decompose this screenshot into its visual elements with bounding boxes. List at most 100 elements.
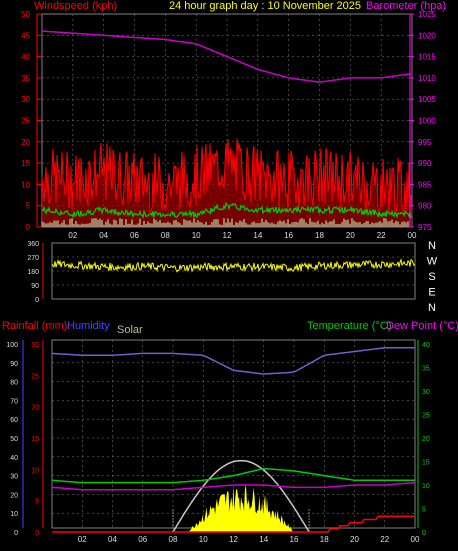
humidity-tick-label: 40 bbox=[10, 455, 18, 462]
baro-tick-label: 995 bbox=[418, 138, 432, 147]
baro-tick-label: 1025 bbox=[418, 10, 436, 19]
wind-x-tick-label: 12 bbox=[223, 231, 232, 240]
wind-gust-line bbox=[41, 138, 413, 215]
dewpoint-axis-title: Dew Point (°C) bbox=[386, 320, 458, 332]
rain-tick-label: 10 bbox=[31, 467, 39, 474]
direction-series bbox=[51, 242, 416, 300]
lower-x-tick-label: 16 bbox=[290, 535, 299, 544]
temp-tick-label: 10 bbox=[422, 483, 430, 490]
wind-x-tick-label: 02 bbox=[68, 231, 77, 240]
lower-x-tick-label: 20 bbox=[350, 535, 359, 544]
wind-tick-label: 5 bbox=[26, 202, 31, 211]
wind-average-line bbox=[41, 201, 413, 219]
baro-tick-label: 1000 bbox=[418, 117, 436, 126]
lower-series bbox=[51, 340, 416, 533]
wind-x-tick-label: 22 bbox=[377, 231, 386, 240]
humidity-tick-label: 30 bbox=[10, 474, 18, 481]
wind-x-tick-label: 06 bbox=[130, 231, 139, 240]
compass-label: W bbox=[427, 256, 438, 268]
wind-tick-label: 0 bbox=[26, 223, 31, 232]
baro-tick-label: 990 bbox=[418, 159, 432, 168]
lower-x-tick-label: 08 bbox=[169, 535, 178, 544]
direction-tick-label: 0 bbox=[35, 297, 39, 304]
direction-tick-label: 180 bbox=[27, 269, 39, 276]
compass-label: N bbox=[428, 240, 436, 252]
humidity-tick-label: 0 bbox=[14, 530, 18, 537]
humidity-tick-label: 90 bbox=[10, 361, 18, 368]
wind-x-tick-label: 08 bbox=[161, 231, 170, 240]
wind-x-tick-label: 14 bbox=[253, 231, 262, 240]
solar-max-curve bbox=[172, 459, 310, 533]
baro-tick-label: 975 bbox=[418, 223, 432, 232]
lower-x-tick-label: 18 bbox=[320, 535, 329, 544]
rain-tick-label: 25 bbox=[31, 373, 39, 380]
temp-tick-label: 5 bbox=[422, 507, 426, 514]
lower-x-tick-label: 14 bbox=[259, 535, 268, 544]
wind-x-tick-label: 18 bbox=[315, 231, 324, 240]
rain-tick-label: 5 bbox=[35, 499, 39, 506]
baro-tick-label: 985 bbox=[418, 180, 432, 189]
wind-x-tick-label: 04 bbox=[99, 231, 108, 240]
lower-x-tick-label: 06 bbox=[138, 535, 147, 544]
lower-x-tick-label: 00 bbox=[411, 535, 420, 544]
rain-tick-label: 20 bbox=[31, 405, 39, 412]
humidity-tick-label: 50 bbox=[10, 436, 18, 443]
humidity-line bbox=[51, 347, 415, 375]
barometer-line bbox=[41, 30, 412, 83]
rain-tick-label: 30 bbox=[31, 342, 39, 349]
humidity-tick-label: 20 bbox=[10, 492, 18, 499]
temp-tick-label: 35 bbox=[422, 366, 430, 373]
rain-tick-label: 15 bbox=[31, 436, 39, 443]
humidity-tick-label: 80 bbox=[10, 380, 18, 387]
wind-x-tick-label: 16 bbox=[284, 231, 293, 240]
lower-axes: 0 10 20 30 40 50 60 70 80 90 10 00 5 10 15 20 25 30 0 5 10 15… bbox=[6, 340, 430, 544]
temp-tick-label: 30 bbox=[422, 389, 430, 396]
direction-tick-label: 360 bbox=[27, 241, 39, 248]
lower-x-tick-label: 04 bbox=[108, 535, 117, 544]
compass-label: S bbox=[428, 271, 435, 283]
humidity-tick-label: 70 bbox=[10, 398, 18, 405]
wind-tick-label: 10 bbox=[21, 180, 30, 189]
direction-tick-label: 90 bbox=[31, 283, 39, 290]
humidity-tick-label: 10 bbox=[10, 511, 18, 518]
graph-title: 24 hour graph day : 10 November 2025 bbox=[169, 0, 361, 12]
rainfall-line bbox=[52, 515, 414, 533]
humidity-tick-label: 100 bbox=[6, 342, 18, 349]
temperature-axis-title: Temperature (°C) bbox=[307, 320, 391, 332]
windspeed-axis-title: Windspeed (kph) bbox=[34, 0, 117, 12]
direction-tick-label: 270 bbox=[27, 255, 39, 262]
baro-tick-label: 1010 bbox=[418, 74, 436, 83]
temp-tick-label: 25 bbox=[422, 413, 430, 420]
wind-tick-label: 45 bbox=[21, 31, 30, 40]
temp-tick-label: 15 bbox=[422, 460, 430, 467]
compass-label: E bbox=[428, 287, 435, 299]
wind-x-tick-label: 20 bbox=[346, 231, 355, 240]
dewpoint-line bbox=[51, 481, 416, 491]
wind-tick-label: 40 bbox=[21, 53, 30, 62]
wind-x-tick-label: 10 bbox=[192, 231, 201, 240]
solar-area bbox=[188, 484, 294, 532]
wind-tick-label: 30 bbox=[21, 95, 30, 104]
baro-tick-label: 1015 bbox=[418, 53, 436, 62]
temp-tick-label: 40 bbox=[422, 342, 430, 349]
compass-label: N bbox=[428, 302, 436, 314]
humidity-tick-label: 60 bbox=[10, 417, 18, 424]
wind-tick-label: 25 bbox=[21, 117, 30, 126]
rainfall-axis-title: Rainfall (mm) bbox=[2, 320, 67, 332]
humidity-axis-title: Humidity bbox=[67, 320, 110, 332]
rain-tick-label: 0 bbox=[35, 530, 39, 537]
lower-x-tick-label: 12 bbox=[229, 535, 238, 544]
baro-tick-label: 1005 bbox=[418, 95, 436, 104]
wind-x-tick-label: 00 bbox=[408, 231, 417, 240]
baro-tick-label: 1020 bbox=[418, 31, 436, 40]
lower-x-tick-label: 10 bbox=[199, 535, 208, 544]
wind-tick-label: 20 bbox=[21, 138, 30, 147]
temperature-line bbox=[51, 467, 415, 484]
wind-tick-label: 50 bbox=[21, 10, 30, 19]
wind-direction-line bbox=[51, 258, 416, 273]
barometer-axis-title: Barometer (hpa) bbox=[366, 0, 446, 12]
wind-gust-area bbox=[42, 138, 412, 227]
wind-axes: 0510152025303540455097598098599099510001… bbox=[21, 10, 436, 240]
